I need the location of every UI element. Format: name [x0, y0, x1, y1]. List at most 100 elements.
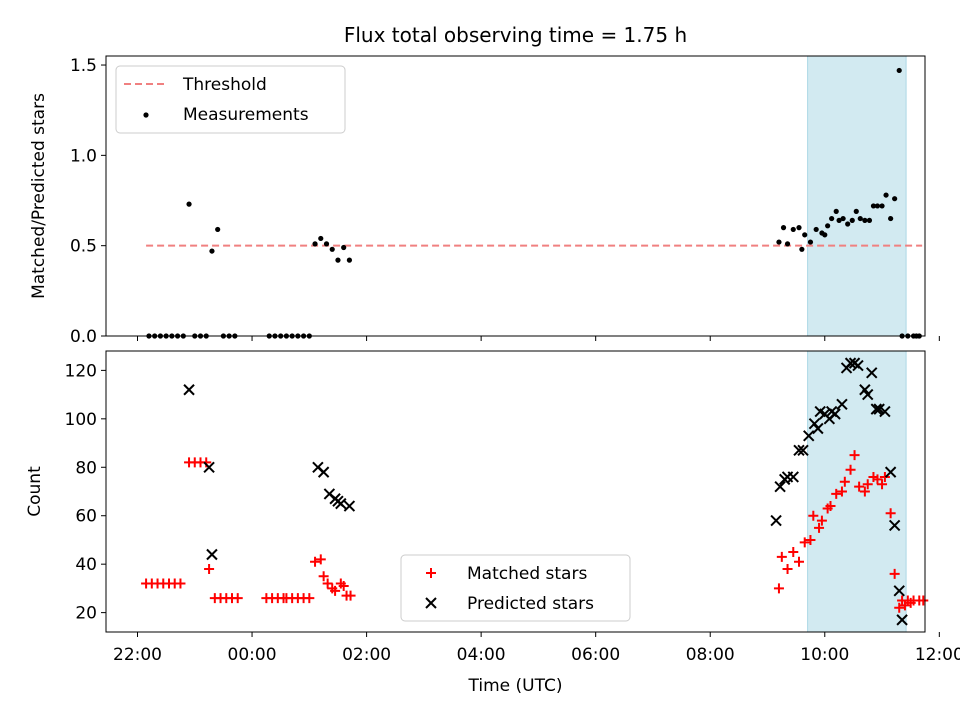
data-point: [183, 384, 195, 396]
data-point: [203, 461, 215, 473]
data-point: [894, 602, 905, 613]
x-tick-label: 12:00: [915, 645, 960, 665]
data-point: [872, 474, 883, 485]
data-point: [808, 510, 819, 521]
data-point: [839, 476, 850, 487]
data-point: [870, 403, 883, 415]
data-point: [341, 244, 347, 251]
legend-box: [400, 554, 631, 622]
x-tick-label: 22:00: [113, 645, 162, 665]
data-point: [836, 217, 842, 223]
data-point: [774, 480, 786, 493]
data-point: [318, 235, 324, 242]
data-point: [893, 585, 905, 597]
y-tick-label: 120: [65, 361, 97, 381]
x-tick-label: 06:00: [571, 645, 620, 665]
data-point: [862, 217, 868, 223]
x-tick-label: 02:00: [342, 645, 391, 665]
data-point: [209, 248, 215, 254]
data-point: [853, 208, 859, 214]
y-tick-label: 20: [75, 604, 97, 624]
data-point: [836, 486, 847, 497]
plot-panel-1: 0.0 0.5 1.0 1.5 Matched/Predicted stars Flux …: [29, 23, 940, 347]
data-point: [845, 221, 851, 227]
highlight-span: [807, 55, 907, 337]
legend-measurements-swatch: [143, 112, 149, 118]
data-point: [343, 500, 356, 512]
legend-label: Matched stars: [467, 564, 587, 584]
series-predicted-stars: [183, 357, 908, 626]
data-point: [816, 515, 827, 526]
y-tick-label: 60: [75, 507, 97, 527]
data-point: [770, 514, 782, 527]
data-point: [787, 471, 799, 483]
x-tick-label: 00:00: [228, 645, 277, 665]
data-point: [346, 257, 353, 263]
data-point: [879, 405, 891, 418]
data-point: [844, 357, 857, 369]
axes-frame: [105, 350, 926, 633]
data-point: [793, 444, 805, 457]
data-point: [805, 534, 816, 545]
legend-predicted-swatch: [425, 597, 437, 609]
y-tick-label: 0.0: [70, 327, 97, 347]
data-point: [204, 564, 215, 575]
data-point: [866, 367, 878, 379]
data-point: [799, 246, 805, 252]
data-point: [803, 430, 815, 442]
legend: Matched stars Predicted stars: [400, 554, 631, 622]
legend-matched-swatch: [426, 568, 436, 578]
data-point: [776, 239, 782, 245]
data-point: [849, 217, 855, 223]
data-point: [317, 466, 330, 478]
data-point: [888, 215, 894, 222]
data-point: [854, 481, 865, 492]
data-point: [813, 226, 819, 233]
axes-frame: [105, 55, 926, 337]
data-point: [845, 464, 856, 475]
y-tick-label: 0.5: [70, 237, 97, 257]
x-tick-label: 08:00: [686, 645, 735, 665]
data-point: [857, 215, 863, 222]
data-point: [852, 359, 864, 372]
plot-panel-2: 20 40 60 80 100 120 22:00 00:00 02:00 04:00 06:00 0…: [25, 350, 960, 696]
data-point: [879, 203, 885, 209]
legend-label: Measurements: [183, 105, 309, 125]
data-point: [322, 578, 333, 589]
data-point: [323, 241, 330, 247]
chart-title: Flux total observing time = 1.75 h: [344, 23, 687, 47]
data-point: [836, 398, 848, 411]
data-point: [329, 246, 335, 252]
data-point: [831, 488, 842, 499]
data-point: [873, 403, 885, 415]
data-point: [840, 215, 846, 222]
data-point: [870, 203, 877, 209]
data-point: [885, 508, 896, 519]
data-point: [790, 226, 796, 233]
data-point: [889, 568, 900, 579]
data-point: [799, 537, 810, 548]
data-point: [312, 241, 318, 247]
data-point: [822, 232, 828, 238]
highlight-span: [807, 350, 907, 633]
data-point: [782, 564, 793, 575]
data-point: [335, 497, 347, 510]
data-point: [874, 203, 881, 209]
data-point: [849, 450, 860, 461]
data-point: [780, 225, 787, 231]
data-point: [802, 232, 808, 238]
data-point: [879, 471, 890, 482]
data-point: [310, 556, 321, 567]
data-point: [896, 614, 908, 626]
data-point: [304, 593, 315, 604]
data-point: [335, 257, 341, 263]
data-point: [776, 551, 787, 562]
y-axis-label: Count: [25, 466, 45, 517]
data-point: [825, 223, 831, 229]
data-point: [888, 519, 901, 532]
legend: Threshold Measurements: [115, 65, 346, 134]
data-point: [215, 226, 221, 233]
data-point: [232, 593, 243, 604]
